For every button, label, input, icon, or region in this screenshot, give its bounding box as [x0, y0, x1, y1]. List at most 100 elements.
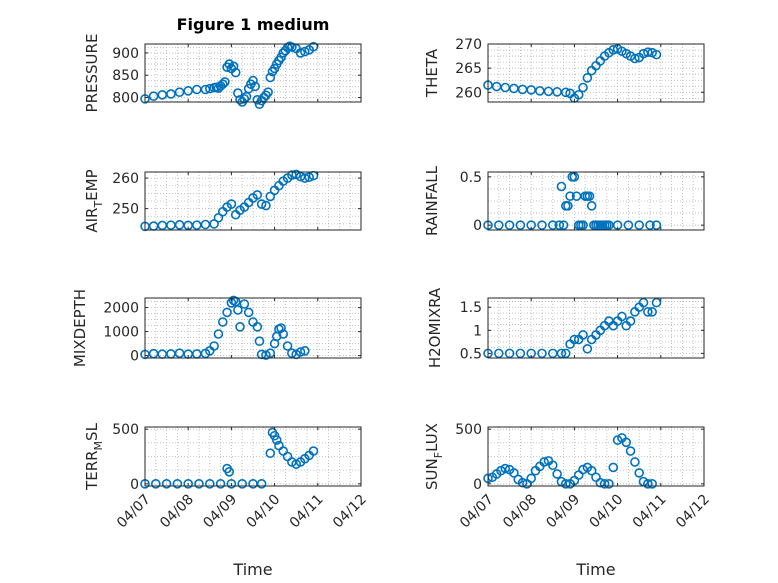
y-tick-label: 850 [112, 68, 139, 84]
subplot-terr: 04/07 04/08 04/09 04/10 04/11 04/12 0 500 TERRMS… [83, 422, 370, 579]
axes-frame [487, 426, 705, 487]
data-point [248, 75, 258, 86]
data-point [509, 468, 519, 478]
data-point [608, 462, 619, 473]
data-point [256, 199, 267, 209]
data-point [239, 94, 250, 104]
data-point [265, 448, 276, 459]
subplot-h2omixra: 0.5 1 1.5 H2OMIXRA [426, 287, 705, 368]
y-axis-label: PRESSURE [83, 34, 101, 113]
data-point [269, 63, 280, 74]
data-point [651, 220, 662, 230]
y-tick-label: 270 [455, 37, 482, 53]
data-point [604, 479, 614, 489]
data-point [537, 220, 547, 230]
data-point [300, 345, 310, 356]
data-point [295, 48, 306, 58]
data-point [265, 72, 276, 83]
x-tick-label: 04/08 [157, 492, 197, 532]
data-point [230, 67, 241, 78]
data-point [183, 86, 193, 96]
x-tick-label: 04/10 [587, 492, 627, 532]
data-point [493, 220, 504, 230]
data-point [226, 479, 237, 489]
data-point [224, 466, 235, 477]
y-tick-label: 1000 [103, 325, 139, 341]
data-point [172, 479, 183, 489]
axes-frame [487, 297, 705, 359]
data-point [217, 317, 228, 327]
axes-frame [144, 426, 362, 487]
data-point [215, 479, 226, 489]
y-tick-label: 500 [112, 422, 139, 438]
data-point [578, 220, 588, 230]
data-point [625, 316, 636, 326]
data-point [243, 307, 254, 318]
data-point [493, 348, 504, 359]
data-point [252, 94, 263, 105]
y-axis-label: H2OMIXRA [426, 287, 444, 368]
data-point [558, 220, 569, 230]
data-point [174, 87, 185, 97]
data-point [217, 79, 228, 89]
data-point [287, 170, 297, 180]
y-axis-label: SUNFLUX [423, 423, 445, 490]
data-point [271, 435, 282, 445]
data-point [517, 477, 528, 488]
data-point [304, 172, 314, 182]
data-point [308, 446, 319, 456]
y-tick-label: 2000 [103, 301, 139, 317]
chart-title: Figure 1 medium [177, 15, 330, 34]
data-point [599, 479, 610, 489]
y-tick-label: 260 [112, 171, 139, 187]
data-point [183, 479, 193, 489]
data-point [634, 220, 645, 230]
data-point [282, 341, 293, 351]
data-point [300, 46, 310, 57]
data-point [295, 347, 306, 357]
x-tick-label: 04/07 [114, 492, 154, 532]
data-point [261, 200, 271, 211]
subplot-mixdepth: 0 1000 2000 MIXDEPTH [71, 289, 362, 367]
y-tick-label: 1 [473, 323, 482, 339]
data-point [586, 465, 597, 476]
data-point [148, 91, 159, 101]
y-tick-label: 260 [455, 85, 482, 101]
data-point [161, 479, 172, 489]
axes-frame [144, 171, 362, 231]
data-point [226, 199, 237, 209]
x-tick-label: 04/11 [287, 492, 327, 532]
data-point [582, 73, 593, 83]
data-point [194, 479, 204, 489]
y-tick-label: 0.5 [460, 346, 482, 362]
data-point [634, 468, 645, 478]
data-point [278, 329, 289, 339]
axes-frame [487, 171, 705, 231]
data-point [252, 190, 263, 200]
subplot-sun: 04/07 04/08 04/09 04/10 04/11 04/12 0 500 SUNFLU… [423, 422, 713, 579]
data-point [265, 348, 276, 359]
data-point [651, 297, 662, 308]
y-tick-label: 0 [473, 218, 482, 234]
subplot-air: 250 260 AIRTEMP [83, 169, 362, 233]
x-tick-label: 04/10 [244, 492, 284, 532]
y-axis-label: RAINFALL [423, 165, 441, 236]
y-tick-label: 900 [112, 46, 139, 62]
data-point [276, 323, 286, 333]
data-point [222, 307, 232, 318]
x-tick-label: 04/07 [457, 492, 497, 532]
y-axis-label: AIRTEMP [83, 169, 105, 232]
data-point [578, 82, 588, 93]
y-tick-label: 1.5 [460, 300, 482, 316]
data-point [630, 457, 640, 467]
y-tick-label: 0 [130, 477, 139, 493]
data-point [552, 469, 562, 479]
x-axis-label: Time [575, 560, 615, 579]
data-point [623, 220, 634, 230]
x-tick-label: 04/12 [330, 492, 370, 532]
data-point [556, 181, 567, 192]
data-point [263, 87, 273, 97]
data-point [252, 321, 263, 332]
x-tick-label: 04/11 [630, 492, 670, 532]
data-point [237, 479, 247, 489]
